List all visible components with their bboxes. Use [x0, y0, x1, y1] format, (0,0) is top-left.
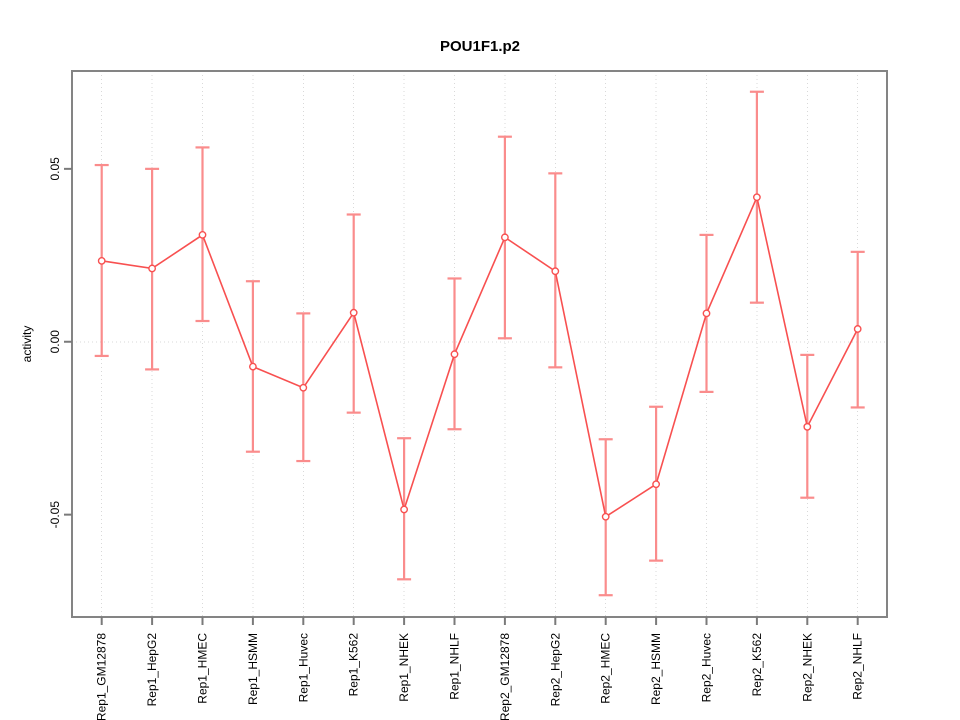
- x-tick-label: Rep2_HepG2: [548, 633, 562, 707]
- x-tick-labels: Rep1_GM12878 Rep1_HepG2 Rep1_HMEC Rep1_HSMM…: [95, 633, 865, 720]
- chart-title: POU1F1.p2: [440, 38, 520, 55]
- x-tick-label: Rep2_HMEC: [599, 633, 613, 704]
- y-tick-labels: 0.05 0.00 -0.05: [48, 157, 62, 528]
- y-axis-label: activity: [20, 326, 34, 363]
- data-point: [400, 505, 408, 514]
- x-tick-label: Rep1_NHLF: [448, 633, 462, 700]
- y-tick-label: -0.05: [48, 501, 62, 529]
- x-tick-label: Rep1_HSMM: [246, 633, 260, 705]
- x-tick-label: Rep1_HepG2: [145, 633, 159, 707]
- plot-border: [71, 70, 888, 618]
- x-tick-label: Rep2_K562: [750, 633, 764, 697]
- data-point: [97, 256, 106, 265]
- x-tick-label: Rep2_GM12878: [498, 633, 512, 720]
- x-tick-label: Rep2_Huvec: [700, 633, 714, 702]
- data-point: [853, 325, 862, 333]
- x-tick-label: Rep1_GM12878: [95, 633, 109, 720]
- axis-ticks: [64, 167, 859, 625]
- error-bars: [94, 90, 865, 597]
- data-point: [702, 309, 711, 318]
- series-polyline: [101, 194, 859, 519]
- x-tick-label: Rep2_NHLF: [851, 633, 865, 700]
- data-point: [299, 383, 308, 392]
- data-point: [803, 422, 812, 431]
- series-line: [101, 194, 859, 519]
- data-point: [248, 362, 257, 371]
- data-point: [500, 233, 509, 242]
- data-point: [148, 264, 157, 273]
- x-tick-label: Rep1_Huvec: [296, 633, 310, 702]
- x-tick-label: Rep1_K562: [347, 633, 361, 697]
- x-tick-label: Rep1_HMEC: [196, 633, 210, 704]
- x-tick-label: Rep1_NHEK: [397, 633, 411, 702]
- data-point: [652, 480, 660, 489]
- data-point: [601, 512, 610, 521]
- y-tick-label: 0.05: [48, 157, 62, 181]
- y-tick-label: 0.00: [48, 330, 62, 354]
- data-points: [97, 193, 862, 521]
- x-tick-label: Rep2_NHEK: [800, 633, 814, 702]
- data-point: [753, 193, 761, 202]
- data-point: [551, 267, 560, 276]
- data-point: [450, 350, 459, 359]
- gridlines: [72, 71, 887, 617]
- x-tick-label: Rep2_HSMM: [649, 633, 663, 705]
- data-point: [198, 231, 207, 239]
- data-point: [349, 308, 358, 317]
